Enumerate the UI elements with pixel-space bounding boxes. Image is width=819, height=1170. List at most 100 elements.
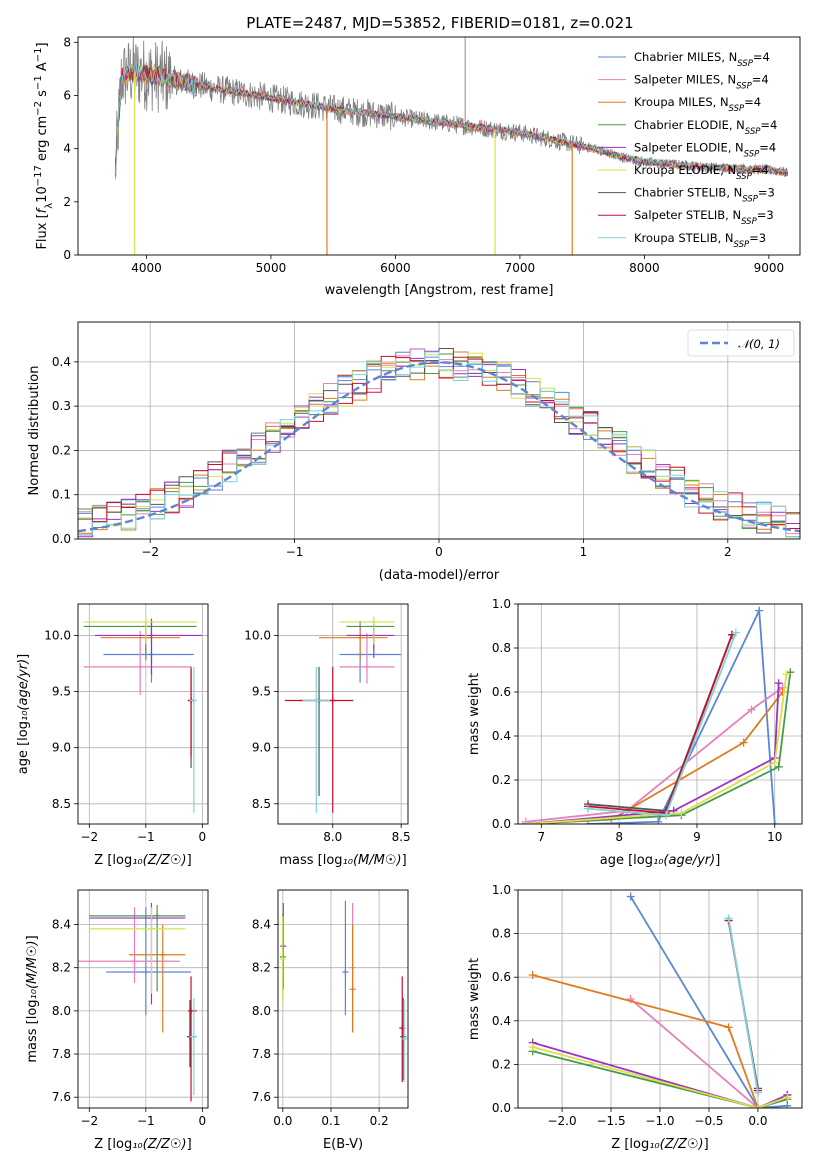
y-tick-label: 7.6	[52, 1090, 71, 1104]
mass-weight-line	[525, 691, 784, 824]
label-part: −2	[33, 101, 44, 116]
error-bar-marker	[148, 925, 155, 932]
y-tick-label: 0.8	[492, 641, 511, 655]
legend: 𝒩(0, 1)	[687, 329, 795, 357]
panel-spectrum: 4000 5000 6000 7000 8000 9000 0 2 4 6 8 wavelength …	[33, 35, 801, 298]
mass-weight-marker	[778, 688, 787, 696]
y-axis-label: mass weight	[467, 673, 482, 755]
label-part: mass [log	[25, 999, 40, 1062]
plot-area	[83, 616, 203, 813]
label-part: ]	[187, 1137, 192, 1152]
y-tick-label: 8.0	[52, 1004, 71, 1018]
legend-subscript: SSP	[729, 104, 745, 114]
panel-mass_vs_ebv: 0.0 0.1 0.2 7.6 7.8 8.0 8.2 8.4 E(B-V)	[252, 889, 409, 1152]
legend-text: =4	[759, 140, 776, 154]
error-bar-marker	[190, 697, 197, 704]
x-axis-label: mass [log₁₀(M/M☉)]	[279, 853, 406, 868]
label-part: age [log	[600, 853, 653, 868]
frame: 0.0 0.1 0.2 7.6 7.8 8.0 8.2 8.4	[252, 889, 409, 1128]
axes-frame	[77, 603, 209, 825]
label-part: ₁₀(M/M☉)	[343, 853, 402, 868]
axes-frame	[517, 603, 803, 825]
y-tick-label: 0.4	[492, 1014, 511, 1028]
legend-text: =3	[757, 208, 774, 222]
mass-weight-line	[727, 918, 759, 1093]
mass-weight-marker	[774, 679, 783, 688]
label-part: erg cm	[35, 116, 50, 165]
y-tick-label: 7.8	[252, 1047, 271, 1061]
legend-text: Chabrier MILES, N	[634, 50, 737, 64]
legend-text: Salpeter MILES, N	[634, 73, 736, 87]
x-tick-label: 7	[538, 830, 546, 844]
mass-weight-marker	[521, 820, 530, 824]
legend-text: =3	[749, 231, 766, 245]
error-bar-marker	[131, 958, 138, 965]
label-part: Z [log	[94, 853, 132, 868]
label-part: 10	[35, 186, 50, 203]
mass-weight-marker	[739, 738, 748, 747]
plot-area	[114, 37, 788, 255]
x-tick-label: 5000	[256, 261, 287, 275]
frame: −2 −1 0 8.5 9.0 9.5 10.0	[44, 603, 209, 844]
x-tick-label: −1.0	[645, 1114, 674, 1128]
mass-weight-line	[587, 634, 733, 814]
error-bar-marker	[190, 1033, 197, 1040]
label-part: −1	[33, 48, 44, 63]
x-tick-label: 9	[693, 830, 701, 844]
frame: 4000 5000 6000 7000 8000 9000 0 2 4 6 8	[63, 35, 801, 275]
y-tick-label: 8.4	[52, 918, 71, 932]
y-tick-label: 10.0	[44, 628, 71, 642]
x-axis-label: Z [log₁₀(Z/Z☉)]	[611, 1137, 708, 1152]
panel-mass_vs_Z: −2 −1 07.67.88.08.28.4Z [log₁₀(Z/Z☉)]mass …	[25, 889, 209, 1152]
legend-subscript: SSP	[741, 217, 757, 227]
x-tick-label: 8	[615, 830, 623, 844]
mass-weight-marker	[661, 811, 670, 820]
mass-weight-marker	[724, 1023, 733, 1032]
mass-weight-marker	[677, 809, 686, 817]
y-axis-label: Normed distribution	[27, 366, 42, 496]
plot-area	[521, 606, 795, 824]
x-tick-label: −2.0	[547, 1114, 576, 1128]
label-part: wavelength [Angstrom, rest frame]	[325, 283, 554, 298]
legend-subscript: SSP	[745, 127, 761, 137]
label-part: A	[35, 62, 50, 75]
y-tick-label: 4	[63, 142, 71, 156]
mass-weight-line	[525, 672, 792, 824]
label-part: ]	[187, 853, 192, 868]
label-part: ]	[25, 935, 40, 940]
mass-weight-line	[532, 974, 759, 1108]
x-tick-label: 1	[580, 545, 588, 559]
axes-frame	[77, 889, 209, 1109]
mass-weight-marker	[770, 758, 779, 767]
label-part: Flux [	[35, 213, 50, 249]
x-tick-label: 8000	[629, 261, 660, 275]
residual-histogram	[78, 355, 800, 536]
frame: −2 −1 0 7.6 7.8 8.0 8.2 8.4	[52, 889, 209, 1128]
label-part: λ	[44, 203, 55, 209]
error-bar-marker	[137, 663, 144, 670]
y-tick-label: 0	[63, 248, 71, 262]
x-tick-label: −1	[137, 1114, 155, 1128]
frame: 8.0 8.5 8.5 9.0 9.5 10.0	[244, 603, 411, 844]
y-tick-label: 0.6	[492, 970, 511, 984]
mass-weight-marker	[782, 670, 791, 679]
y-tick-label: 0.2	[492, 1057, 511, 1071]
y-axis-label: Flux [fλ10−17 erg cm−2 s−1 A−1]	[33, 42, 55, 249]
axes-frame	[77, 36, 801, 256]
legend-entry: Salpeter MILES, NSSP=4	[634, 73, 769, 92]
x-tick-label: −1	[137, 830, 155, 844]
x-tick-label: 0	[199, 1114, 207, 1128]
x-tick-label: −1	[286, 545, 304, 559]
x-tick-label: 9000	[754, 261, 785, 275]
y-tick-label: 8.2	[52, 961, 71, 975]
y-tick-label: 0.4	[52, 355, 71, 369]
y-tick-label: 8.5	[52, 797, 71, 811]
legend-text: =4	[753, 50, 770, 64]
legend-text: Chabrier ELODIE, N	[634, 118, 745, 132]
mass-weight-marker	[774, 762, 783, 771]
label-part: mass [log	[279, 853, 342, 868]
legend-text: Kroupa MILES, N	[634, 95, 729, 109]
mass-weight-line	[587, 632, 737, 817]
legend-entry: Chabrier STELIB, NSSP=3	[634, 186, 775, 205]
